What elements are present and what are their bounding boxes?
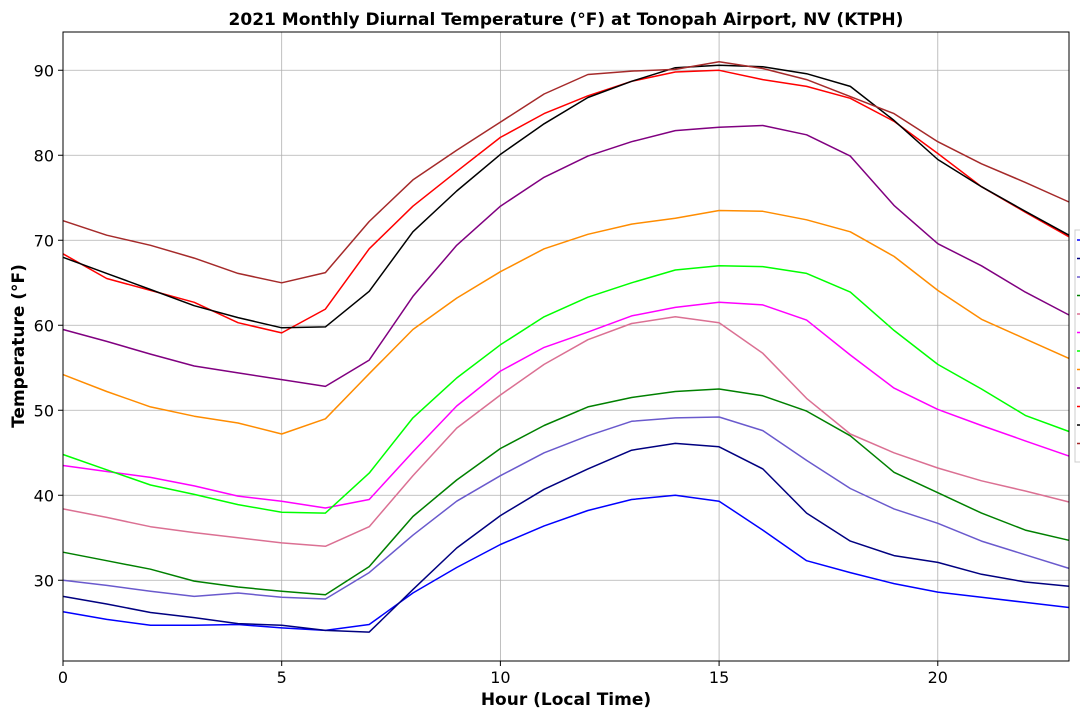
y-axis-label: Temperature (°F) [9,264,29,428]
series-line-2 [62,442,1070,633]
series-line-8 [62,209,1070,435]
series-line-6 [62,301,1070,509]
series-line-1 [62,494,1070,632]
series-group [62,61,1070,633]
x-tick-label: 10 [490,668,510,687]
y-axis: 30 40 50 60 70 80 90 [34,61,63,590]
x-tick-label: 20 [928,668,948,687]
y-tick-label: 80 [34,146,54,165]
y-tick-label: 50 [34,401,54,420]
y-tick-label: 90 [34,61,54,80]
y-tick-label: 60 [34,316,54,335]
series-line-9 [62,124,1070,388]
series-line-7 [62,265,1070,514]
x-axis-label: Hour (Local Time) [481,690,651,710]
y-tick-label: 30 [34,571,54,590]
series-line-10 [62,69,1070,334]
series-line-12 [62,61,1070,284]
x-tick-label: 0 [58,668,68,687]
grid [62,32,1069,661]
series-line-3 [62,416,1070,600]
series-line-11 [62,64,1070,329]
x-axis: 0 5 10 15 20 [58,661,948,687]
legend-box [1074,229,1080,463]
y-tick-label: 40 [34,486,54,505]
legend [1074,229,1080,463]
series-line-5 [62,316,1070,548]
chart-title: 2021 Monthly Diurnal Temperature (°F) at… [229,10,904,30]
x-tick-label: 15 [709,668,729,687]
series-line-4 [62,388,1070,596]
y-tick-label: 70 [34,231,54,250]
x-tick-label: 5 [277,668,287,687]
plot-frame [62,31,1070,662]
